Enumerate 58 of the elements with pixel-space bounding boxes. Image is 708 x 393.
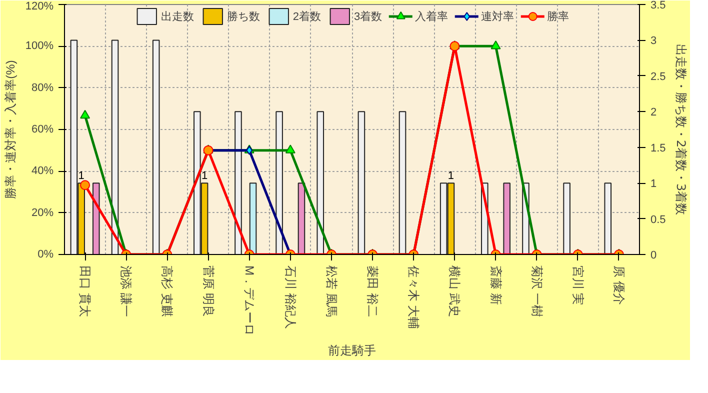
data-label: 1 [448,170,454,182]
data-label: 1 [78,170,84,182]
y2-tick-label: 2.5 [650,70,666,83]
x-tick-label: 原 優介 [612,266,626,305]
legend-label: 勝率 [547,10,570,24]
x-tick-label: 宮川 実 [570,266,585,305]
y-tick-label: 60% [31,124,54,136]
legend-label: 3着数 [354,10,382,24]
y-tick-label: 0% [38,248,54,260]
bar [316,111,324,254]
x-tick-label: 菊沢 一樹 [530,266,544,317]
x-tick-label: 松若 風馬 [324,266,338,317]
x-tick-label: 池添 謙一 [119,266,134,317]
x-tick-label: 田口 貫太 [78,266,92,317]
x-tick-label: 佐々木 大輔 [406,266,421,329]
bar [503,182,510,254]
x-tick-label: 高杉 吏麒 [160,266,174,317]
legend-label: 連対率 [481,10,514,24]
y-tick-label: 20% [31,206,54,219]
legend-label: 出走数 [160,10,194,24]
y-axis-title: 勝率・連対率・入着率(%) [3,60,18,199]
bar [111,40,119,254]
x-tick-label: 斎藤 新 [488,266,503,305]
legend-label: 入着率 [415,10,448,24]
bar [152,40,160,254]
legend-label: 勝ち数 [226,10,260,24]
y-tick-label: 40% [31,165,54,178]
bar [92,182,100,254]
bar [563,182,570,254]
point [490,40,501,50]
point [285,144,296,154]
y-tick-label: 80% [31,82,54,94]
x-tick-label: 石川 裕紀人 [283,266,298,329]
point [80,110,90,119]
bar [249,182,257,254]
y2-tick-label: 3 [650,35,657,48]
y2-tick-label: 2 [650,106,657,119]
bar [276,111,283,254]
y2-tick-label: 1 [650,178,657,190]
bar [398,111,406,254]
y2-tick-label: 1.5 [650,142,666,154]
bar [298,182,306,254]
data-label: 1 [201,170,208,182]
y2-axis-title: 出走数・勝ち数・2着数・3着数 [674,44,688,216]
x-tick-label: 菅原 明良 [201,266,216,317]
x-tick-label: 横山 武史 [448,266,462,317]
y-tick-label: 120% [25,0,54,12]
bar [358,111,366,254]
x-tick-label: M．デムーロ [242,266,256,336]
bar [234,111,242,254]
y2-tick-label: 3.5 [650,0,666,12]
y-tick-label: 100% [25,40,54,52]
bar [604,182,612,254]
y2-tick-label: 0 [650,250,657,262]
x-axis-title: 前走騎手 [328,343,376,358]
y2-tick-label: 0.5 [650,214,666,226]
legend-label: 2着数 [292,10,321,24]
x-tick-label: 菱田 裕二 [366,266,380,317]
